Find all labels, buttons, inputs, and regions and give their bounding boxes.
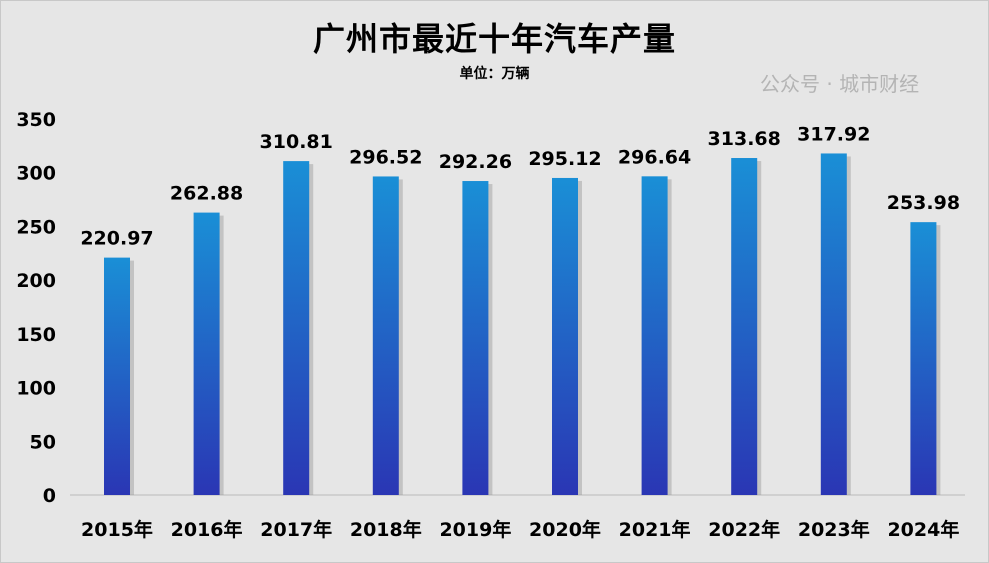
y-tick-label: 200 [16,270,56,292]
watermark: 公众号 · 城市财经 [760,72,920,96]
y-tick-label: 150 [16,324,56,346]
y-tick-label: 50 [30,431,56,453]
y-tick-label: 250 [16,216,56,238]
bar-2021年 [641,176,668,495]
x-tick-label: 2022年 [708,518,780,541]
x-tick-label: 2018年 [350,518,422,541]
data-label: 262.88 [170,183,243,205]
data-label: 317.92 [797,123,870,145]
x-tick-label: 2016年 [171,518,243,541]
bar-2017年 [283,161,310,495]
bar-2022年 [731,158,758,495]
chart-subtitle: 单位：万辆 [459,66,530,82]
data-label: 310.81 [260,131,333,153]
bar-2023年 [820,153,847,496]
x-tick-label: 2023年 [798,518,870,541]
x-tick-label: 2021年 [619,518,691,541]
y-tick-label: 0 [43,485,56,507]
y-tick-label: 100 [16,378,56,400]
x-tick-label: 2019年 [439,518,511,541]
bar-2016年 [193,212,220,495]
data-label: 296.52 [349,146,422,168]
x-tick-label: 2017年 [260,518,332,541]
bar-2019年 [462,181,489,496]
y-tick-label: 350 [16,109,56,131]
data-label: 313.68 [708,128,781,150]
bar-2015年 [104,257,130,495]
x-tick-label: 2024年 [887,518,959,541]
y-tick-label: 300 [16,163,56,185]
chart-title: 广州市最近十年汽车产量 [312,20,676,58]
data-label: 295.12 [528,148,601,170]
x-tick-label: 2015年 [81,518,153,541]
bar-2020年 [552,177,578,496]
data-label: 253.98 [887,192,960,214]
data-label: 292.26 [439,151,512,173]
data-label: 220.97 [80,228,153,250]
bar-2024年 [910,222,937,496]
data-label: 296.64 [618,146,691,168]
x-tick-label: 2020年 [529,518,601,541]
bar-2018年 [372,176,399,495]
